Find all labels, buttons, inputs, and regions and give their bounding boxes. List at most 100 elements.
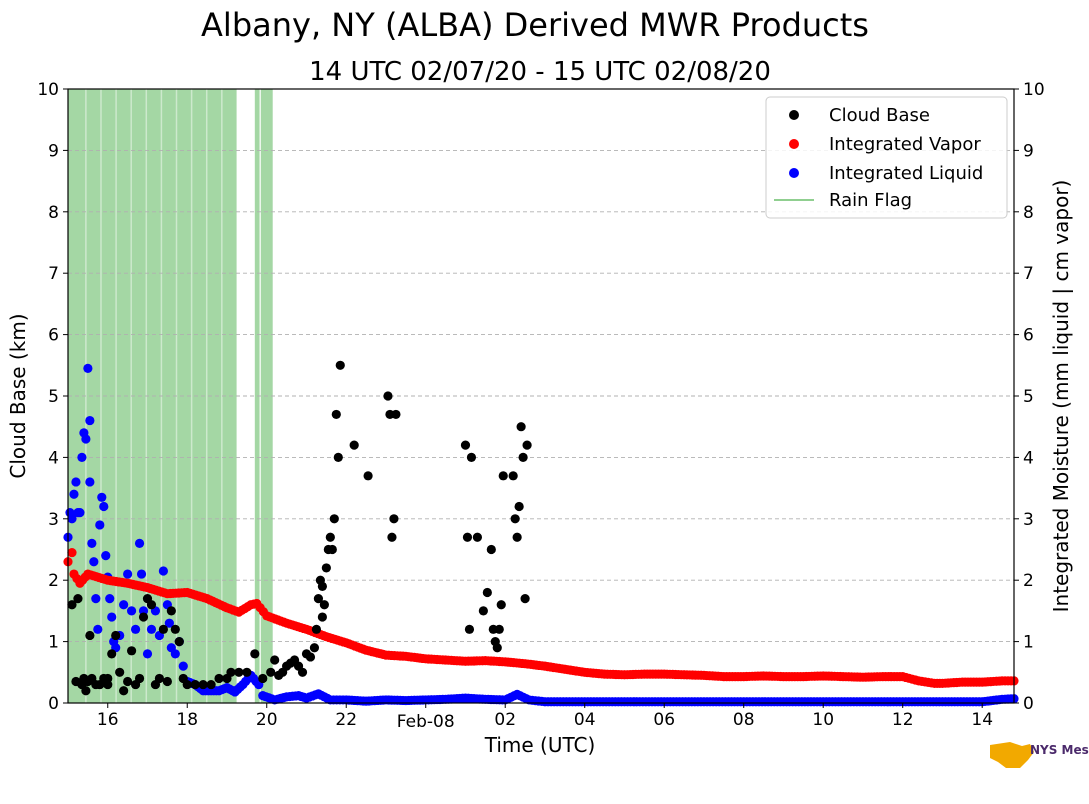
cloud-base-point: [510, 514, 520, 524]
cloud-base-point: [123, 676, 133, 687]
y-tick-label-right: 8: [1023, 203, 1034, 223]
y-tick-label-left: 7: [48, 264, 59, 284]
y-tick-label-left: 6: [48, 326, 59, 346]
cloud-base-point: [119, 686, 129, 696]
cloud-base-point: [134, 673, 145, 684]
y-tick-label-right: 5: [1023, 387, 1034, 407]
cloud-base-point: [331, 409, 341, 420]
integrated-liquid-point: [89, 557, 99, 567]
y-tick-label-left: 3: [48, 510, 59, 530]
cloud-base-point: [466, 452, 477, 462]
y-tick-label-right: 10: [1023, 80, 1045, 100]
integrated-liquid-point: [81, 434, 91, 444]
cloud-base-point: [154, 673, 165, 684]
cloud-base-point: [317, 612, 327, 622]
y-axis-label-right: Integrated Moisture (mm liquid | cm vapo…: [1049, 180, 1073, 613]
x-tick-label: 20: [256, 710, 278, 730]
cloud-base-point: [111, 630, 121, 641]
cloud-base-point: [512, 532, 522, 542]
integrated-vapor-point: [67, 547, 77, 558]
cloud-base-point: [214, 673, 224, 684]
integrated-liquid-point: [164, 618, 174, 628]
x-tick-label: 22: [335, 710, 357, 730]
cloud-base-point: [389, 514, 399, 524]
cloud-base-point: [383, 391, 393, 401]
cloud-base-point: [492, 643, 502, 653]
cloud-base-point: [391, 409, 401, 420]
ny-state-shape-icon: [990, 742, 1034, 768]
cloud-base-point: [311, 624, 322, 634]
cloud-base-point: [329, 514, 339, 524]
cloud-base-point: [319, 600, 329, 610]
x-tick-label: 14: [971, 710, 993, 730]
logo-brand-text: NYS Mesonet: [1030, 743, 1089, 757]
x-tick-label: 06: [653, 710, 675, 730]
integrated-liquid-point: [71, 477, 81, 487]
integrated-liquid-point: [67, 514, 77, 524]
y-tick-label-left: 2: [48, 571, 59, 591]
cloud-base-point: [146, 600, 157, 610]
cloud-base-point: [508, 471, 518, 481]
cloud-base-point: [250, 649, 260, 659]
legend-label-rain-flag: Rain Flag: [829, 190, 912, 211]
x-tick-label: 08: [733, 710, 755, 730]
y-tick-label-left: 5: [48, 387, 59, 407]
y-tick-label-left: 10: [37, 80, 59, 100]
cloud-base-point: [520, 594, 530, 604]
cloud-base-point: [206, 679, 216, 690]
legend-label-integrated-liquid: Integrated Liquid: [829, 163, 983, 184]
integrated-liquid-point: [83, 363, 93, 373]
cloud-base-point: [496, 600, 506, 610]
x-axis-label: Time (UTC): [484, 733, 596, 757]
integrated-liquid-point: [93, 624, 103, 634]
cloud-base-point: [327, 544, 337, 555]
nys-mesonet-logo: NYS Mesonet: [990, 742, 1089, 768]
cloud-base-point: [158, 624, 168, 634]
cloud-base-point: [115, 667, 125, 677]
integrated-vapor-series: [63, 547, 1019, 688]
y-tick-label-right: 1: [1023, 633, 1034, 653]
legend-box: [765, 96, 1008, 219]
y-tick-label-right: 0: [1023, 694, 1034, 714]
cloud-base-point: [85, 630, 95, 641]
integrated-liquid-point: [75, 508, 85, 518]
gridlines: [68, 149, 1014, 643]
cloud-base-point: [138, 612, 149, 622]
integrated-liquid-point: [69, 489, 79, 499]
cloud-base-point: [478, 606, 488, 616]
cloud-base-point: [309, 643, 320, 653]
x-tick-label: 12: [892, 710, 914, 730]
y-tick-label-right: 7: [1023, 264, 1034, 284]
integrated-liquid-point: [136, 569, 147, 579]
chart-subtitle: 14 UTC 02/07/20 - 15 UTC 02/08/20: [309, 57, 771, 87]
cloud-base-point: [170, 624, 180, 634]
integrated-liquid-point: [142, 649, 153, 659]
cloud-base-point: [482, 587, 492, 598]
x-tick-label: 18: [176, 710, 198, 730]
y-tick-label-right: 9: [1023, 141, 1034, 161]
integrated-liquid-point: [126, 606, 137, 616]
cloud-base-point: [234, 667, 244, 677]
y-tick-label-left: 0: [48, 694, 59, 714]
y-tick-label-right: 6: [1023, 326, 1034, 346]
cloud-base-point: [349, 440, 359, 450]
cloud-base-point: [464, 624, 475, 634]
cloud-base-point: [325, 532, 335, 542]
cloud-base-point: [107, 649, 117, 659]
integrated-liquid-point: [91, 594, 101, 604]
cloud-base-point: [166, 606, 176, 616]
cloud-base-point: [174, 637, 184, 647]
cloud-base-point: [190, 679, 200, 690]
integrated-liquid-point: [146, 624, 157, 634]
cloud-base-point: [162, 676, 172, 687]
x-tick-label: 10: [812, 710, 834, 730]
y-tick-label-right: 3: [1023, 510, 1034, 530]
y-tick-label-left: 1: [48, 633, 59, 653]
legend-marker-cloud-base: [789, 110, 799, 120]
legend-marker-integrated-vapor: [789, 139, 799, 149]
cloud-base-point: [226, 667, 236, 677]
cloud-base-point: [486, 544, 496, 555]
cloud-base-point: [313, 594, 324, 604]
cloud-base-point: [514, 501, 524, 512]
